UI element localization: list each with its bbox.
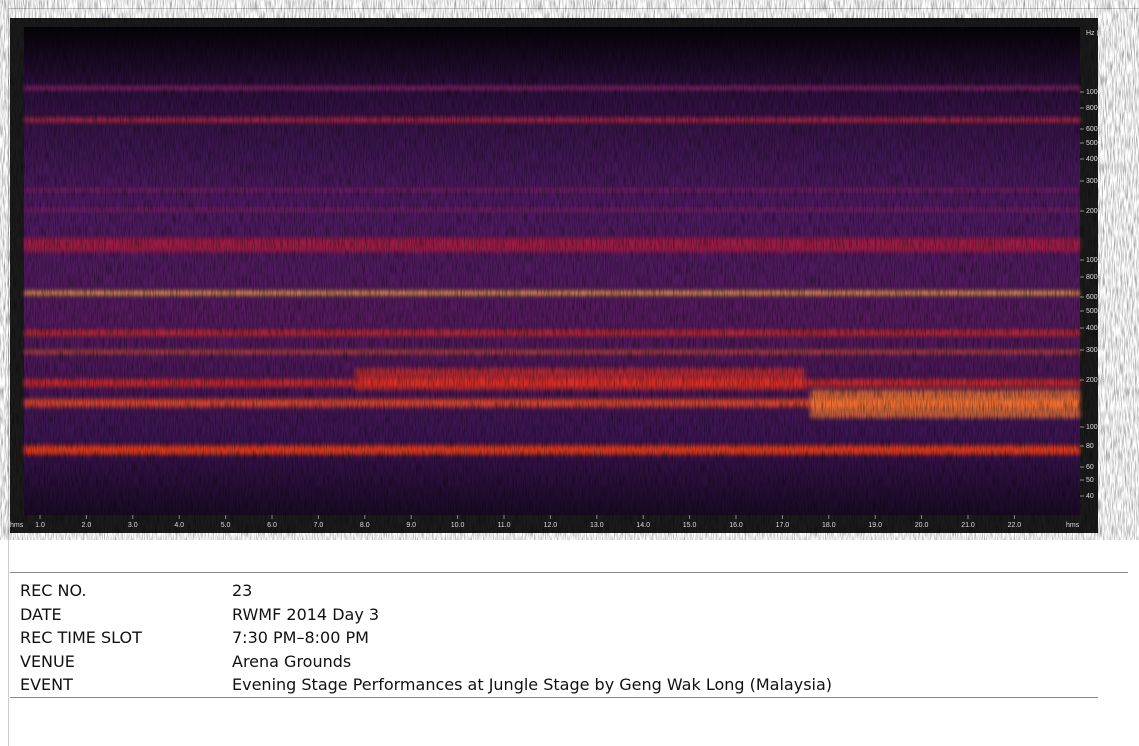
field-label: DATE xyxy=(20,603,62,626)
x-tick-label: 21.0 xyxy=(961,522,975,529)
field-value: 23 xyxy=(232,579,252,602)
y-tick-label: 600 xyxy=(1086,294,1098,301)
y-tick-label: 300 xyxy=(1086,347,1098,354)
x-tick-label: 17.0 xyxy=(776,522,790,529)
x-tick-label: 8.0 xyxy=(360,522,370,529)
y-tick-label: 4000 xyxy=(1086,156,1102,163)
y-tick-label: 800 xyxy=(1086,274,1098,281)
y-tick-label: 50 xyxy=(1086,477,1094,484)
x-tick-label: 10.0 xyxy=(451,522,465,529)
y-tick-label: 100 xyxy=(1086,424,1098,431)
x-tick-label: 3.0 xyxy=(128,522,138,529)
x-tick-label: 18.0 xyxy=(822,522,836,529)
field-value: 7:30 PM–8:00 PM xyxy=(232,626,369,649)
x-tick-label: 1.0 xyxy=(35,522,45,529)
x-tick-label: 11.0 xyxy=(497,522,510,529)
y-tick-label: 8000 xyxy=(1086,105,1102,112)
field-value: RWMF 2014 Day 3 xyxy=(232,603,379,626)
field-label: EVENT xyxy=(20,673,73,696)
x-tick-label: 5.0 xyxy=(221,522,231,529)
x-tick-label: 22.0 xyxy=(1008,522,1022,529)
field-label: VENUE xyxy=(20,650,75,673)
table-bottom-rule xyxy=(10,697,1098,698)
page: Hz (log) 10000 8000 6000 5000 4000 3000 2000 100… xyxy=(0,0,1139,745)
x-tick-label: 9.0 xyxy=(406,522,416,529)
x-tick-label: 7.0 xyxy=(314,522,324,529)
x-tick-label: 20.0 xyxy=(915,522,929,529)
y-tick-label: 5000 xyxy=(1086,140,1102,147)
texture xyxy=(24,27,1080,515)
field-value: Evening Stage Performances at Jungle Sta… xyxy=(232,673,832,696)
x-tick-label: 14.0 xyxy=(636,522,650,529)
y-tick-label: 200 xyxy=(1086,377,1098,384)
y-tick-label: 3000 xyxy=(1086,178,1102,185)
y-tick-label: 400 xyxy=(1086,325,1098,332)
y-tick-label: 10000 xyxy=(1086,89,1106,96)
x-tick-label: 15.0 xyxy=(683,522,697,529)
spectrogram: Hz (log) 10000 8000 6000 5000 4000 3000 2000 100… xyxy=(0,0,1139,540)
x-tick-label: 4.0 xyxy=(174,522,184,529)
field-value: Arena Grounds xyxy=(232,650,351,673)
x-tick-label: 13.0 xyxy=(590,522,604,529)
x-axis-label: hms xyxy=(1066,522,1080,529)
y-tick-label: 40 xyxy=(1086,493,1094,500)
table-top-rule xyxy=(10,572,1128,573)
y-tick-label: 500 xyxy=(1086,308,1098,315)
x-tick-label: 19.0 xyxy=(868,522,882,529)
x-tick-label: 16.0 xyxy=(729,522,743,529)
y-tick-label: 80 xyxy=(1086,443,1094,450)
x-axis-label: hms xyxy=(10,522,24,529)
field-label: REC NO. xyxy=(20,579,86,602)
y-tick-label: 2000 xyxy=(1086,208,1102,215)
x-tick-label: 12.0 xyxy=(544,522,558,529)
field-label: REC TIME SLOT xyxy=(20,626,142,649)
y-tick-label: 60 xyxy=(1086,464,1094,471)
x-tick-label: 6.0 xyxy=(267,522,277,529)
x-tick-label: 2.0 xyxy=(82,522,92,529)
y-tick-label: 1000 xyxy=(1086,257,1102,264)
y-tick-label: 6000 xyxy=(1086,126,1102,133)
y-axis-label: Hz (log) xyxy=(1086,30,1111,37)
